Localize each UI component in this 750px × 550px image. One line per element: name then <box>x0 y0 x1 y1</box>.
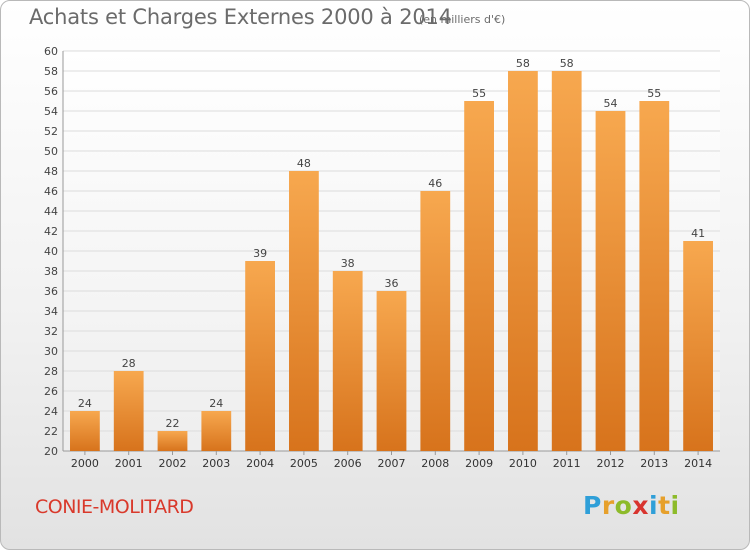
x-tick-label: 2000 <box>71 457 99 470</box>
logo-letter: x <box>632 491 649 520</box>
x-tick-label: 2001 <box>115 457 143 470</box>
logo-letter: o <box>614 491 633 520</box>
data-label: 48 <box>297 157 311 170</box>
data-label: 22 <box>166 417 180 430</box>
y-tick-label: 58 <box>44 65 58 78</box>
x-tick-label: 2005 <box>290 457 318 470</box>
x-tick-label: 2007 <box>378 457 406 470</box>
bar <box>289 171 319 451</box>
x-tick-label: 2009 <box>465 457 493 470</box>
data-label: 58 <box>516 57 530 70</box>
bar <box>683 241 713 451</box>
y-tick-label: 22 <box>44 425 58 438</box>
bar <box>508 71 538 451</box>
bar <box>245 261 275 451</box>
data-label: 58 <box>560 57 574 70</box>
logo-letter: i <box>670 491 680 520</box>
bar <box>157 431 188 451</box>
y-tick-label: 32 <box>44 325 58 338</box>
y-tick-label: 26 <box>44 385 58 398</box>
chart-title: Achats et Charges Externes 2000 à 2014 <box>29 5 452 29</box>
commune-name: CONIE-MOLITARD <box>35 496 194 518</box>
bar <box>464 101 494 451</box>
bar <box>639 101 670 451</box>
data-label: 24 <box>78 397 92 410</box>
y-tick-label: 42 <box>44 225 58 238</box>
proxiti-logo: Proxiti <box>583 491 680 520</box>
y-tick-label: 28 <box>44 365 58 378</box>
y-tick-label: 30 <box>44 345 58 358</box>
y-tick-label: 48 <box>44 165 58 178</box>
x-tick-label: 2002 <box>159 457 187 470</box>
y-tick-label: 24 <box>44 405 58 418</box>
x-tick-label: 2006 <box>334 457 362 470</box>
data-label: 54 <box>604 97 618 110</box>
y-tick-label: 40 <box>44 245 58 258</box>
logo-letter: P <box>583 491 602 520</box>
x-tick-label: 2008 <box>421 457 449 470</box>
bar <box>551 71 582 451</box>
bar <box>113 371 144 451</box>
bar <box>420 191 451 451</box>
y-tick-label: 38 <box>44 265 58 278</box>
x-tick-label: 2012 <box>597 457 625 470</box>
x-tick-label: 2004 <box>246 457 274 470</box>
data-label: 46 <box>428 177 442 190</box>
logo-letter: r <box>601 491 615 520</box>
data-label: 39 <box>253 247 267 260</box>
x-tick-label: 2014 <box>684 457 712 470</box>
data-label: 36 <box>385 277 399 290</box>
bar <box>332 271 363 451</box>
data-label: 41 <box>691 227 705 240</box>
y-tick-label: 54 <box>44 105 58 118</box>
y-tick-label: 52 <box>44 125 58 138</box>
logo-letter: i <box>649 491 659 520</box>
x-tick-label: 2013 <box>640 457 668 470</box>
x-tick-label: 2010 <box>509 457 537 470</box>
bar <box>70 411 100 451</box>
y-tick-label: 20 <box>44 445 58 458</box>
data-label: 55 <box>472 87 486 100</box>
x-tick-label: 2003 <box>202 457 230 470</box>
y-tick-label: 44 <box>44 205 58 218</box>
bar <box>595 111 626 451</box>
x-tick-label: 2011 <box>553 457 581 470</box>
data-label: 28 <box>122 357 136 370</box>
data-label: 24 <box>209 397 223 410</box>
bar <box>201 411 232 451</box>
logo-letter: t <box>658 491 671 520</box>
data-label: 38 <box>341 257 355 270</box>
y-tick-label: 60 <box>44 45 58 58</box>
bar <box>376 291 407 451</box>
y-tick-label: 50 <box>44 145 58 158</box>
data-label: 55 <box>647 87 661 100</box>
y-tick-label: 46 <box>44 185 58 198</box>
y-tick-label: 56 <box>44 85 58 98</box>
chart-unit: (en milliers d'€) <box>419 13 506 26</box>
y-tick-label: 36 <box>44 285 58 298</box>
y-tick-label: 34 <box>44 305 58 318</box>
